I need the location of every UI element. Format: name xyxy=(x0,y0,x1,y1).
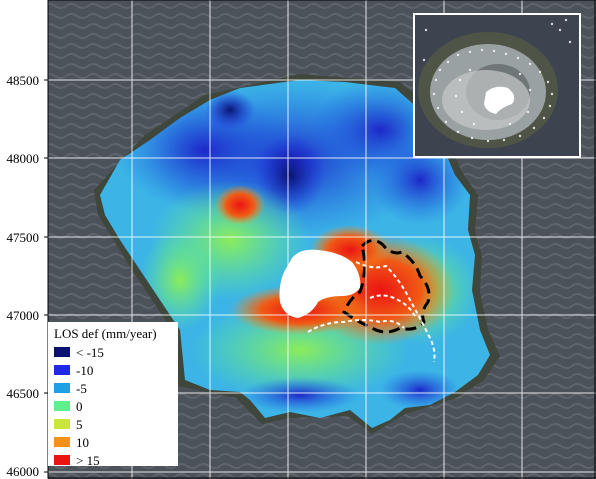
y-tick-label: 47000 xyxy=(6,308,40,323)
legend-label: < -15 xyxy=(76,345,104,360)
y-axis-ticks xyxy=(44,79,48,473)
legend-label: -10 xyxy=(76,363,94,378)
y-tick-label: 47500 xyxy=(6,230,40,245)
crater-mask xyxy=(279,249,361,318)
legend-label: 0 xyxy=(76,399,83,414)
legend-label: > 15 xyxy=(76,453,100,468)
legend-label: 10 xyxy=(76,435,89,450)
y-tick-label: 48000 xyxy=(6,151,40,166)
legend-swatch xyxy=(54,455,70,465)
legend-swatch xyxy=(54,419,70,429)
legend-title: LOS def (mm/year) xyxy=(54,326,157,341)
inset-frame xyxy=(413,13,581,158)
y-tick-label: 46000 xyxy=(6,464,40,479)
inset-survey-points xyxy=(422,18,572,143)
legend-swatch xyxy=(54,401,70,411)
legend-swatch xyxy=(54,437,70,447)
legend-swatch xyxy=(54,347,70,357)
legend-label: -5 xyxy=(76,381,87,396)
fault-line-white-2 xyxy=(307,319,405,333)
fault-line-white-3 xyxy=(369,294,417,319)
inset-crater xyxy=(484,86,515,114)
y-tick-label: 46500 xyxy=(6,386,40,401)
y-tick-label: 48500 xyxy=(6,73,40,88)
legend: LOS def (mm/year) < -15 -10 -5 0 5 10 > … xyxy=(48,322,178,468)
legend-swatch xyxy=(54,383,70,393)
fault-line-white-1 xyxy=(355,261,436,363)
map-grid xyxy=(48,0,596,479)
map-border xyxy=(47,0,596,479)
legend-swatch xyxy=(54,365,70,375)
legend-label: 5 xyxy=(76,417,83,432)
inset-overview-map xyxy=(413,13,581,158)
uplift-outline-black xyxy=(342,239,431,334)
